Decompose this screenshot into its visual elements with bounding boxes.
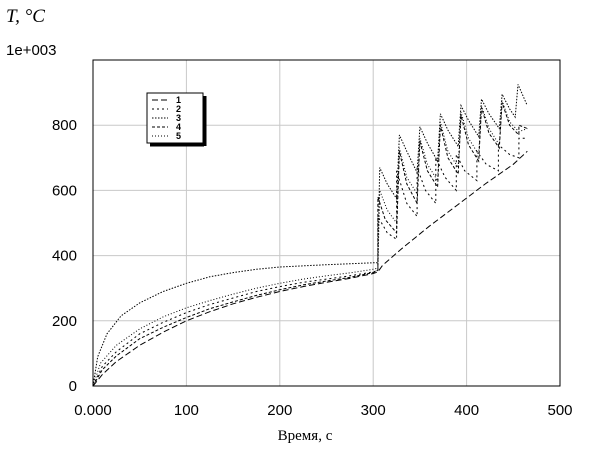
y-tick-label: 200 bbox=[52, 313, 77, 330]
x-tick-label: 100 bbox=[174, 402, 199, 419]
x-tick-label: 0.000 bbox=[74, 402, 112, 419]
y-tick-label: 400 bbox=[52, 248, 77, 265]
x-tick-label: 500 bbox=[547, 402, 572, 419]
series-line-2 bbox=[92, 137, 528, 387]
x-tick-label: 200 bbox=[267, 402, 292, 419]
x-axis-label: Время, с bbox=[278, 428, 333, 444]
x-tick-label: 400 bbox=[454, 402, 479, 419]
legend-label-2: 2 bbox=[176, 104, 181, 114]
y-tick-label: 0 bbox=[69, 378, 77, 395]
series-line-4 bbox=[92, 102, 528, 387]
x-tick-label: 300 bbox=[361, 402, 386, 419]
plot-frame bbox=[92, 59, 561, 387]
series-line-5 bbox=[92, 100, 528, 387]
legend-label-5: 5 bbox=[176, 131, 181, 141]
grid bbox=[93, 60, 560, 386]
y-top-label: 1e+003 bbox=[6, 42, 56, 59]
legend-label-4: 4 bbox=[176, 122, 181, 132]
legend-label-1: 1 bbox=[176, 95, 181, 105]
y-tick-label: 600 bbox=[52, 182, 77, 199]
legend-label-3: 3 bbox=[176, 113, 181, 123]
y-axis-label: T, °C bbox=[6, 6, 45, 27]
series-line-1 bbox=[92, 150, 528, 387]
tick-labels: 0.000 100 200 300 400 500 0 200 400 600 800 bbox=[52, 117, 573, 419]
series-lines bbox=[92, 84, 528, 387]
y-tick-label: 800 bbox=[52, 117, 77, 134]
series-line-3 bbox=[92, 84, 528, 387]
